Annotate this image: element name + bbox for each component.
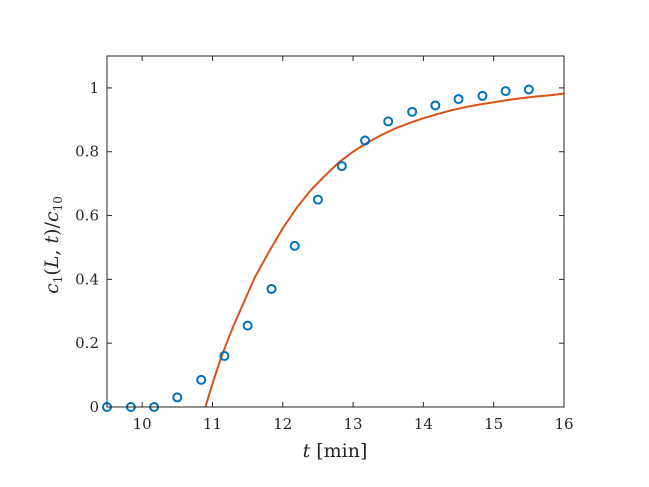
x-tick-label: 16 <box>554 415 573 433</box>
axes: 10 11 12 13 14 15 16 0 0.2 0.4 0.6 0.8 1 <box>75 55 574 433</box>
y-tick-label: 0.2 <box>75 334 99 352</box>
plot-marks <box>204 92 564 407</box>
data-point <box>219 350 230 361</box>
data-point <box>172 392 183 403</box>
data-point <box>383 116 394 127</box>
x-tick-label: 13 <box>344 415 363 433</box>
data-point <box>407 106 418 117</box>
data-point <box>312 194 323 205</box>
data-point <box>453 94 464 105</box>
y-tick-label: 0 <box>89 398 99 416</box>
x-tick-label: 11 <box>203 415 222 433</box>
x-tick-label: 10 <box>133 415 152 433</box>
data-point <box>430 100 441 111</box>
data-point <box>196 374 207 385</box>
data-point <box>523 84 534 95</box>
x-tick-label: 15 <box>484 415 503 433</box>
plot-area <box>102 84 564 412</box>
axis-labels: t [min] c1(L, t)/c10 <box>41 196 367 462</box>
y-axis-title: c1(L, t)/c10 <box>41 196 65 294</box>
x-tick-label: 14 <box>414 415 433 433</box>
y-tick-label: 0.6 <box>75 207 99 225</box>
data-point <box>500 86 511 97</box>
x-tick-label: 12 <box>273 415 292 433</box>
y-tick-label: 1 <box>89 79 99 97</box>
data-point <box>289 240 300 251</box>
data-point <box>477 90 488 101</box>
y-tick-label: 0.4 <box>75 270 99 288</box>
data-point <box>242 320 253 331</box>
data-point <box>360 135 371 146</box>
y-tick-label: 0.8 <box>75 143 99 161</box>
axes-box <box>106 55 565 408</box>
data-point <box>336 161 347 172</box>
x-axis-title: t [min] <box>303 440 368 462</box>
data-point <box>266 283 277 294</box>
model-curve-line <box>204 92 564 407</box>
